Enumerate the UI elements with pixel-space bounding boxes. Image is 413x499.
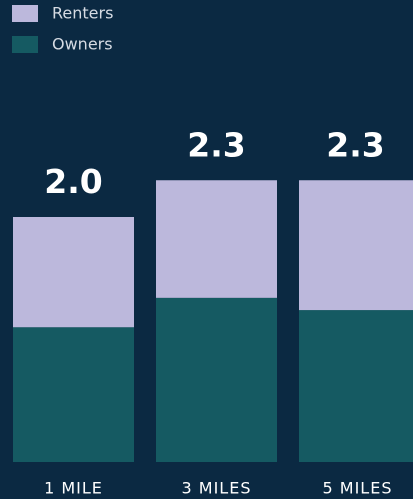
total-label: 2.3: [187, 125, 245, 164]
bar-segment: [299, 180, 413, 311]
total-label: 2.0: [44, 162, 102, 201]
legend-label: Renters: [52, 4, 113, 23]
bar-segment: [156, 297, 277, 462]
bar-segment: [13, 327, 134, 462]
legend-swatch: [12, 36, 38, 53]
legend-label: Owners: [52, 35, 113, 54]
bar-segment: [156, 180, 277, 298]
bar-segment: [299, 310, 413, 462]
total-label: 2.3: [326, 125, 384, 164]
x-tick-label: 3 MILES: [182, 479, 252, 498]
legend-swatch: [12, 5, 38, 22]
bar-segment: [13, 217, 134, 328]
x-tick-label: 5 MILES: [323, 479, 393, 498]
x-tick-label: 1 MILE: [44, 479, 103, 498]
